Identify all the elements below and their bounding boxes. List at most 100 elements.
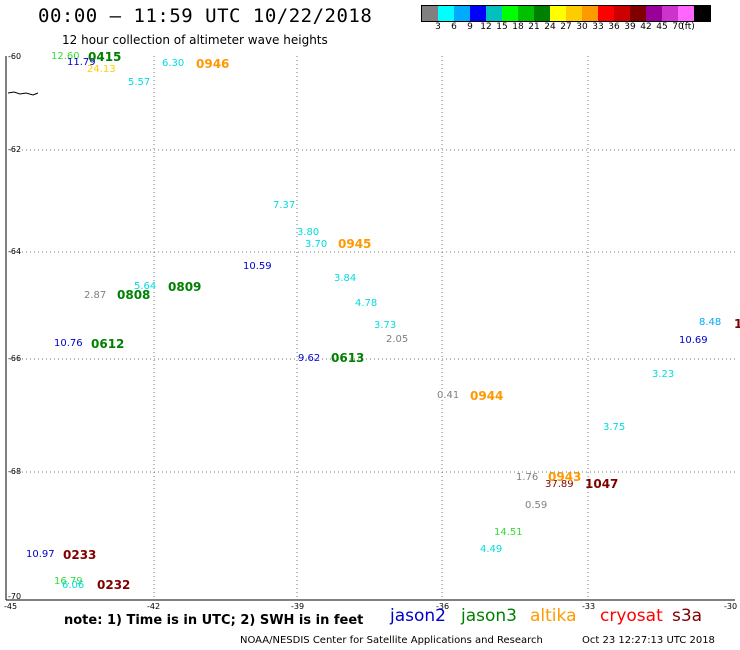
legend-tick-label: 6	[451, 22, 457, 32]
lat-label: -62	[8, 145, 22, 154]
wave-height-label: 2.05	[386, 334, 409, 345]
satellite-legend-jason3: jason3	[461, 606, 517, 626]
legend-swatch	[662, 6, 678, 21]
lat-label: -64	[8, 247, 22, 256]
legend-tick-label: 3	[435, 22, 441, 32]
pass-time-label: 0945	[338, 237, 372, 251]
grid-lines	[6, 56, 735, 600]
pass-time-label: 0612	[91, 337, 125, 351]
wave-height-label: 0.41	[437, 390, 460, 401]
legend-tick-label: 12	[480, 22, 492, 32]
wave-height-label: 37.89	[545, 479, 574, 490]
wave-height-label: 3.75	[603, 422, 626, 433]
wave-height-label: 5.57	[128, 77, 151, 88]
wave-height-label: 3.23	[652, 369, 675, 380]
generation-timestamp: Oct 23 12:27:13 UTC 2018	[582, 635, 715, 646]
satellite-legend-cryosat: cryosat	[600, 606, 663, 626]
pass-time-label: 0944	[470, 389, 504, 403]
pass-time-label: 0233	[63, 548, 97, 562]
legend-swatch	[646, 6, 662, 21]
legend-swatch	[454, 6, 470, 21]
wave-height-label: 4.49	[480, 544, 503, 555]
lon-label: -45	[4, 602, 18, 611]
legend-tick-label: 24	[544, 22, 556, 32]
lon-label: -33	[582, 602, 596, 611]
pass-time-label: 0943	[548, 470, 582, 484]
legend-swatch	[470, 6, 486, 21]
satellite-legend-s3a: s3a	[672, 606, 703, 626]
wave-height-label: 8.48	[699, 317, 722, 328]
pass-time-label: 0232	[97, 578, 131, 592]
page-title: 00:00 – 11:59 UTC 10/22/2018	[38, 5, 373, 27]
lat-label: -60	[8, 52, 22, 61]
legend-swatch	[438, 6, 454, 21]
legend-swatch	[502, 6, 518, 21]
lat-label: -68	[8, 467, 22, 476]
pass-time-label: 0809	[168, 280, 202, 294]
lat-label: -66	[8, 354, 22, 363]
wave-height-label: 3.73	[374, 320, 397, 331]
lon-label: -36	[436, 602, 450, 611]
legend-swatch	[694, 6, 710, 21]
lon-label: -39	[291, 602, 305, 611]
legend-tick-label: 9	[467, 22, 473, 32]
pass-time-label: 0613	[331, 351, 365, 365]
wave-height-label: 10.59	[243, 261, 272, 272]
wave-height-label: 10.76	[54, 338, 83, 349]
pass-time-label: 1	[734, 317, 740, 331]
wave-height-label: 0.59	[525, 500, 548, 511]
legend-tick-label: 21	[528, 22, 540, 32]
coastline-fragment	[7, 91, 39, 96]
credit-line: NOAA/NESDIS Center for Satellite Applica…	[240, 635, 543, 646]
legend-tick-label: 15	[496, 22, 508, 32]
legend-tick-label: 33	[592, 22, 604, 32]
wave-height-label: 6.30	[162, 58, 185, 69]
wave-height-label: 5.64	[134, 281, 157, 292]
legend-swatch	[598, 6, 614, 21]
legend-tick-label: 42	[640, 22, 652, 32]
legend-swatch	[422, 6, 438, 21]
wave-height-label: 3.70	[305, 239, 328, 250]
lat-label: -70	[8, 592, 22, 601]
wave-height-label: 3.80	[297, 227, 320, 238]
wave-height-label: 9.62	[298, 353, 321, 364]
legend-tick-label: 36	[608, 22, 620, 32]
wave-height-label: 14.51	[494, 527, 523, 538]
pass-time-label: 0808	[117, 288, 151, 302]
wave-height-label: 1.76	[516, 472, 539, 483]
legend-swatch	[534, 6, 550, 21]
legend-swatch	[630, 6, 646, 21]
legend-tick-label: 27	[560, 22, 572, 32]
legend-swatch	[582, 6, 598, 21]
legend-tick-label: 18	[512, 22, 524, 32]
color-legend	[421, 5, 711, 22]
satellite-legend-altika: altika	[530, 606, 577, 626]
lon-label: -42	[147, 602, 161, 611]
wave-height-label: 12.60	[51, 51, 80, 62]
legend-swatch	[566, 6, 582, 21]
legend-swatch	[518, 6, 534, 21]
wave-height-label: 24.13	[87, 64, 116, 75]
wave-height-label: 11.79	[67, 57, 96, 68]
wave-height-label: 16.79	[54, 576, 83, 587]
legend-tick-label: 70	[672, 22, 684, 32]
wave-height-label: 10.69	[679, 335, 708, 346]
pass-time-label: 1047	[585, 477, 619, 491]
footer-note: note: 1) Time is in UTC; 2) SWH is in fe…	[64, 613, 364, 628]
legend-swatch	[486, 6, 502, 21]
wave-height-label: 4.78	[355, 298, 378, 309]
satellite-legend-jason2: jason2	[390, 606, 446, 626]
legend-swatch	[550, 6, 566, 21]
pass-time-label: 0415	[88, 50, 122, 64]
legend-tick-label: 39	[624, 22, 636, 32]
wave-height-label: 7.37	[273, 200, 296, 211]
wave-height-label: 2.87	[84, 290, 107, 301]
legend-tick-label: (ft)	[681, 22, 695, 32]
legend-tick-label: 45	[656, 22, 668, 32]
legend-swatch	[678, 6, 694, 21]
lon-label: -30	[724, 602, 738, 611]
wave-height-label: 6.06	[62, 580, 85, 591]
wave-height-label: 3.84	[334, 273, 357, 284]
wave-height-label: 10.97	[26, 549, 55, 560]
